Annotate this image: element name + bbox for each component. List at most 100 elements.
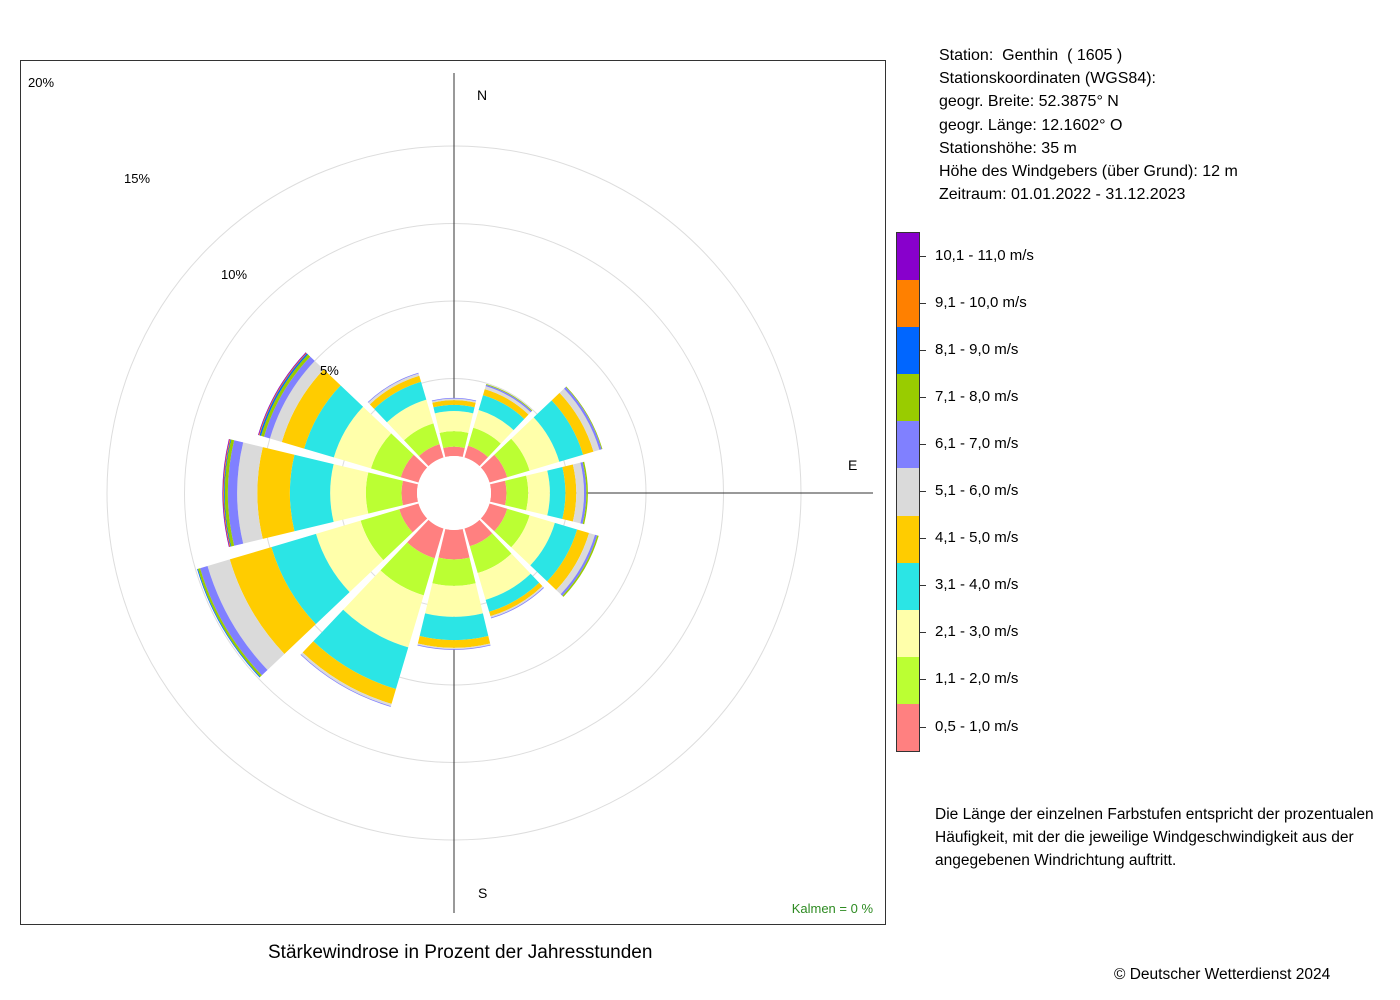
sector-120-bin-2 [511, 515, 555, 566]
sector-300-bin-2 [333, 406, 392, 469]
copyright: © Deutscher Wetterdienst 2024 [1114, 966, 1331, 983]
sector-60-bin-6 [564, 386, 602, 450]
sector-150-bin-5 [490, 586, 544, 618]
sector-0-bin-5 [431, 398, 477, 403]
legend-label: 8,1 - 9,0 m/s [935, 341, 1019, 358]
ring-label-5: 5% [320, 363, 339, 378]
sector-30-bin-0 [464, 445, 489, 467]
sector-240-bin-4 [229, 547, 316, 654]
legend-swatch [897, 374, 919, 422]
sector-270-bin-7 [224, 439, 235, 547]
sector-150-bin-2 [477, 553, 531, 600]
calm-circle [417, 456, 491, 530]
legend-tick [920, 350, 926, 351]
sector-120-bin-5 [556, 533, 595, 595]
legend-tick [920, 538, 926, 539]
explanation-note: Die Länge der einzelnen Farbstufen entsp… [935, 806, 1374, 869]
sector-330-bin-4 [369, 375, 422, 409]
legend-swatch [897, 421, 919, 469]
sector-270-bin-2 [330, 464, 369, 522]
sector-330-bin-0 [418, 444, 444, 467]
legend-label: 0,5 - 1,0 m/s [935, 718, 1019, 735]
north-label: N [477, 87, 488, 103]
sector-120-bin-4 [547, 529, 590, 590]
legend-label: 3,1 - 4,0 m/s [935, 576, 1019, 593]
sector-300-bin-1 [370, 433, 414, 478]
sector-330 [367, 372, 444, 467]
legend-swatch [897, 656, 919, 704]
sector-150-bin-1 [469, 533, 512, 574]
sector-240-bin-6 [200, 566, 268, 676]
sector-270-bin-5 [237, 442, 263, 544]
sector-0-bin-0 [443, 446, 465, 458]
sector-120 [480, 503, 599, 597]
legend-colorbar [896, 232, 920, 752]
legend-tick [920, 679, 926, 680]
legend-label: 9,1 - 10,0 m/s [935, 294, 1027, 311]
legend-tick [920, 256, 926, 257]
legend-tick [920, 491, 926, 492]
legend-tick [920, 727, 926, 728]
sector-120-bin-0 [480, 503, 508, 532]
sector-330-bin-3 [374, 381, 427, 423]
sector-180 [417, 528, 491, 650]
legend-swatch [897, 703, 919, 751]
station-elevation: Stationshöhe: 35 m [939, 139, 1077, 157]
sector-180-bin-2 [425, 583, 483, 617]
station-latitude: geogr. Breite: 52.3875° N [939, 93, 1119, 111]
legend-swatch [897, 515, 919, 563]
sector-180-bin-5 [417, 643, 491, 650]
sector-210-bin-1 [380, 542, 435, 596]
chart-title: Stärkewindrose in Prozent der Jahresstun… [268, 942, 653, 963]
sector-60 [480, 386, 603, 483]
sector-30 [464, 383, 533, 467]
legend-label: 10,1 - 11,0 m/s [935, 247, 1034, 264]
sector-150-bin-4 [489, 582, 543, 617]
legend-label: 7,1 - 8,0 m/s [935, 388, 1019, 405]
sector-210 [300, 519, 444, 707]
sector-330-bin-1 [403, 423, 440, 457]
sector-90-bin-4 [562, 464, 577, 522]
station-longitude: geogr. Länge: 12.1602° O [939, 116, 1123, 134]
legend-tick [920, 397, 926, 398]
sector-210-bin-4 [302, 641, 396, 704]
sector-210-bin-0 [407, 519, 444, 559]
sector-270-bin-9 [223, 439, 231, 547]
sector-270-bin-10 [222, 438, 230, 548]
sector-300-bin-5 [269, 360, 324, 442]
sector-270 [222, 438, 419, 548]
sector-90-bin-2 [526, 470, 550, 516]
sector-240 [197, 503, 428, 678]
sector-270-bin-3 [289, 454, 334, 532]
sector-180-bin-0 [438, 528, 470, 560]
legend-label: 2,1 - 3,0 m/s [935, 623, 1019, 640]
sector-120-bin-6 [560, 534, 598, 596]
sector-270-bin-0 [401, 480, 419, 506]
sector-300-bin-7 [260, 354, 311, 437]
sector-60-bin-2 [511, 417, 560, 471]
station-name: Station: Genthin ( 1605 ) [939, 47, 1123, 64]
sector-240-bin-3 [271, 533, 350, 625]
sector-270-bin-4 [257, 447, 295, 539]
sector-30-bin-6 [485, 384, 532, 413]
sector-90-bin-5 [572, 462, 585, 524]
windrose-plot-frame: N E S 5% 10% 15% 20% Kalmen = 0 % [20, 60, 886, 925]
legend-label: 1,1 - 2,0 m/s [935, 670, 1019, 687]
legend-tick [920, 585, 926, 586]
windrose-chart [106, 73, 873, 913]
sector-90-bin-3 [547, 466, 566, 520]
sector-30-bin-4 [482, 389, 529, 419]
sector-270-bin-1 [365, 472, 403, 514]
ring-label-15: 15% [124, 171, 151, 186]
sector-0-bin-4 [432, 400, 476, 408]
sector-300-bin-4 [281, 369, 341, 449]
sector-0-bin-2 [434, 411, 474, 433]
sector-150-bin-0 [464, 519, 493, 547]
sector-90-bin-6 [580, 462, 587, 524]
sector-60-bin-0 [480, 454, 508, 483]
sector-180-bin-4 [417, 635, 491, 648]
legend-label: 6,1 - 7,0 m/s [935, 435, 1019, 452]
sector-150-bin-3 [485, 573, 540, 612]
sector-270-bin-8 [224, 439, 232, 547]
sector-60-bin-4 [551, 392, 594, 455]
